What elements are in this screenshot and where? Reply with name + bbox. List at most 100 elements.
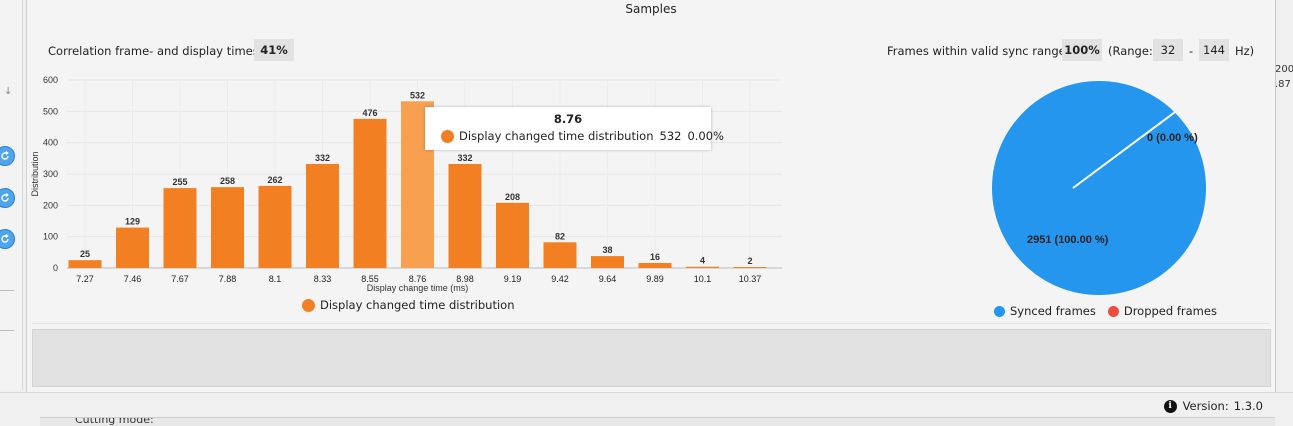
x-tick-label: 9.89	[646, 274, 664, 284]
x-tick-label: 8.76	[409, 274, 427, 284]
legend-dot-icon	[994, 305, 1005, 317]
pie-slice-dropped[interactable]	[1072, 111, 1176, 189]
bar-value-label: 2	[747, 256, 752, 266]
pie-legend: Synced frames Dropped frames	[994, 304, 1217, 318]
sync-range-value: 100%	[1062, 39, 1102, 61]
arrow-down-icon[interactable]: ↓	[4, 86, 13, 97]
y-tick-label: 0	[53, 263, 58, 273]
x-tick-label: 8.98	[456, 274, 474, 284]
bar-value-label: 258	[220, 176, 235, 186]
refresh-icon[interactable]	[0, 188, 15, 208]
correlation-label: Correlation frame- and display times:	[48, 44, 263, 58]
legend-item-dropped[interactable]: Dropped frames	[1107, 304, 1217, 318]
bar-value-label: 38	[602, 245, 612, 255]
range-open-label: (Range:	[1108, 44, 1153, 58]
bar-value-label: 332	[315, 153, 330, 163]
legend-label: Synced frames	[1010, 304, 1096, 318]
y-tick-label: 300	[43, 169, 58, 179]
sync-range-label: Frames within valid sync range:	[887, 44, 1070, 58]
divider	[0, 330, 14, 331]
distribution-bar-chart: 0 100 200 300 400 500 600 25 129 255 258 262 332 476…	[30, 75, 782, 293]
x-tick-label: 8.1	[269, 274, 282, 284]
background-window-bar: Cutting mode:	[40, 417, 1275, 426]
bar-value-label: 208	[505, 192, 520, 202]
bar-value-label: 82	[555, 231, 565, 241]
bar-value-label: 25	[80, 249, 90, 259]
background-text: .87	[1275, 79, 1291, 90]
bar[interactable]	[353, 118, 387, 268]
range-max-field[interactable]: 144	[1199, 39, 1229, 61]
bar[interactable]	[733, 267, 767, 268]
bar[interactable]	[591, 256, 624, 268]
background-window-fragment: 200 .87	[1275, 62, 1293, 92]
refresh-icon[interactable]	[0, 146, 15, 166]
bar-value-label: 129	[125, 217, 140, 227]
tooltip-percent: 0.00%	[687, 129, 724, 143]
tooltip-value: 532	[659, 129, 682, 143]
x-tick-label: 10.1	[694, 274, 712, 284]
divider	[32, 323, 1269, 324]
x-tick-label: 7.67	[171, 274, 189, 284]
bar-value-label: 4	[700, 256, 705, 266]
x-tick-label: 7.46	[124, 274, 142, 284]
x-tick-label: 10.37	[739, 274, 762, 284]
bar[interactable]	[163, 188, 197, 268]
bar[interactable]	[496, 202, 529, 268]
legend-dot-icon	[1107, 305, 1119, 317]
pie-label-dropped: 0 (0.00 %)	[1147, 132, 1198, 144]
left-side-strip: ↓	[0, 0, 23, 390]
bar-value-label: 532	[410, 90, 425, 100]
bar[interactable]	[448, 163, 482, 268]
bar[interactable]	[638, 262, 672, 268]
bar-value-label: 262	[267, 175, 282, 185]
divider	[0, 290, 14, 291]
bar-chart-legend[interactable]: Display changed time distribution	[302, 298, 515, 312]
tooltip-title: 8.76	[553, 112, 583, 126]
x-axis-label: Display change time (ms)	[367, 283, 469, 293]
pie-slice-synced[interactable]	[992, 81, 1206, 295]
bar-value-label: 476	[362, 108, 377, 118]
legend-label: Display changed time distribution	[320, 298, 515, 312]
series-dot-icon	[441, 129, 454, 143]
legend-label: Dropped frames	[1123, 304, 1217, 318]
bar[interactable]	[258, 185, 292, 268]
x-tick-label: 9.19	[504, 274, 522, 284]
bar[interactable]	[68, 260, 102, 268]
background-text: 200	[1275, 64, 1293, 75]
correlation-value: 41%	[254, 39, 294, 61]
x-tick-label: 8.33	[314, 274, 332, 284]
tooltip-series: Display changed time distribution	[459, 129, 654, 143]
x-tick-label: 9.42	[551, 274, 569, 284]
range-min-field[interactable]: 32	[1153, 39, 1183, 61]
bar[interactable]	[211, 187, 244, 268]
info-icon[interactable]: i	[1163, 399, 1177, 413]
y-tick-label: 200	[43, 200, 58, 210]
x-tick-label: 7.88	[219, 274, 237, 284]
x-tick-label: 8.55	[361, 274, 379, 284]
version-info: i Version: 1.3.0	[1163, 399, 1263, 413]
bar-value-label: 255	[172, 177, 187, 187]
x-tick-label: 7.27	[76, 274, 94, 284]
range-unit-label: Hz)	[1235, 44, 1255, 58]
bar[interactable]	[116, 227, 149, 268]
cutting-mode-label: Cutting mode:	[75, 417, 154, 426]
y-axis-label: Distribution	[30, 151, 40, 196]
panel-title: Samples	[625, 2, 677, 16]
range-dash: -	[1189, 44, 1194, 58]
bar[interactable]	[543, 242, 577, 268]
version-label: Version:	[1182, 399, 1229, 413]
tooltip-row: Display changed time distribution 532 0.…	[441, 129, 730, 143]
bar[interactable]	[306, 163, 339, 268]
y-tick-label: 400	[43, 138, 58, 148]
chart-tooltip: 8.76 Display changed time distribution 5…	[425, 107, 724, 150]
sync-pie-chart: 2951 (100.00 %) 0 (0.00 %)	[992, 81, 1206, 295]
y-tick-label: 100	[43, 232, 58, 242]
y-tick-label: 600	[43, 75, 58, 85]
legend-dot-icon	[302, 298, 315, 312]
x-tick-label: 9.64	[599, 274, 617, 284]
samples-panel: Samples Correlation frame- and display t…	[26, 0, 1276, 392]
legend-item-synced[interactable]: Synced frames	[994, 304, 1096, 318]
bar-value-label: 332	[457, 153, 472, 163]
refresh-icon[interactable]	[0, 229, 15, 249]
bar[interactable]	[686, 266, 719, 268]
